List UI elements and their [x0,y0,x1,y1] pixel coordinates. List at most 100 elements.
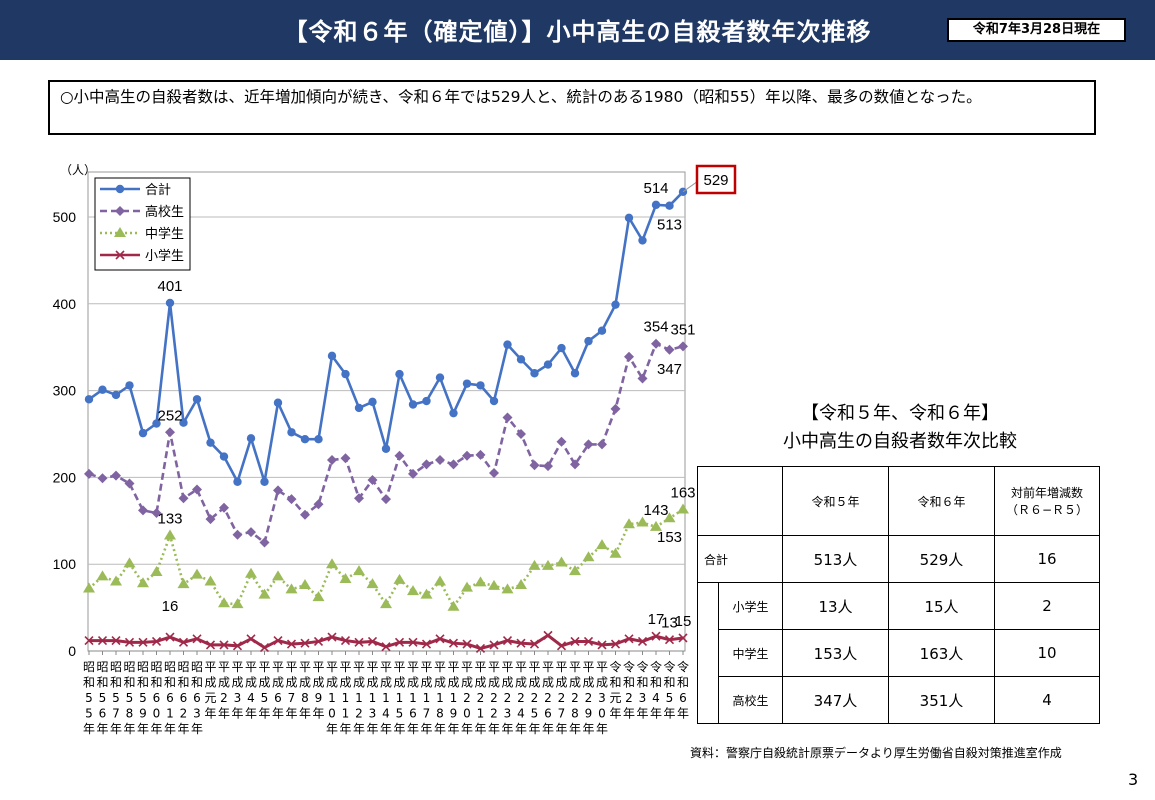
x-tick-label: 平成 2 2 年 [488,660,500,736]
data-point-circle [138,428,148,438]
data-point-x [138,637,148,647]
data-point-triangle [380,598,392,609]
data-point-circle [557,343,566,353]
data-point-x [340,636,351,646]
data-point-diamond [435,455,445,466]
data-label: 401 [157,278,182,295]
x-tick-label: 令和 4 年 [650,659,662,721]
data-point-diamond [543,461,553,472]
table-title-line1: 【令和５年、令和６年】 [801,403,999,424]
data-point-x [664,635,675,645]
data-point-x [165,632,175,642]
data-point-triangle [96,570,109,581]
cell-r5: 513人 [782,535,889,583]
x-tick-label: 平成 1 5 年 [393,660,405,736]
table-row: 中学生 153人 163人 10 [698,629,1100,677]
data-point-circle [125,381,134,390]
data-point-triangle [326,558,338,569]
data-point-circle [624,213,634,223]
data-point-circle [503,340,512,349]
data-point-diamond [327,455,337,466]
data-point-triangle [650,520,662,531]
data-point-x [246,634,256,644]
data-point-triangle [285,583,298,594]
x-tick-label: 平成 6 年 [272,660,284,721]
data-point-x [597,640,607,650]
header-r6: 令和６年 [888,466,995,536]
data-point-diamond [664,344,675,355]
data-point-triangle [150,566,163,577]
data-point-diamond [232,529,243,540]
x-tick-label: 平成 2 8 年 [569,660,581,736]
data-label: 351 [670,321,695,338]
data-label: 17 [648,611,665,628]
data-point-circle [111,390,121,400]
data-label: 16 [162,598,179,615]
data-label: 143 [643,502,668,519]
data-point-x [543,630,553,640]
data-point-triangle [609,547,622,558]
row-label: 中学生 [718,629,783,677]
y-tick-label: 500 [53,209,77,225]
comparison-table: 令和５年 令和６年 対前年増減数 （Ｒ６−Ｒ５） 合計 513人 529人 16 … [697,466,1100,724]
cell-r6: 351人 [888,676,995,724]
data-point-x [192,634,202,644]
data-point-x [367,636,378,647]
data-point-x [556,641,567,651]
data-point-triangle [299,579,311,590]
data-point-x [273,636,283,646]
x-tick-label: 平成 9 年 [312,660,324,721]
data-point-diamond [151,507,162,518]
data-point-x [637,636,648,647]
data-point-triangle [83,582,95,593]
data-point-triangle [177,578,190,589]
data-point-triangle [663,512,676,523]
data-label: 514 [643,180,668,197]
data-point-x [570,636,580,647]
data-point-x [259,642,270,653]
x-tick-label: 昭和 6 1 年 [164,660,176,736]
data-point-x [219,640,229,650]
cell-diff: 16 [994,535,1100,583]
data-point-diamond [286,494,297,505]
data-point-circle [246,434,256,443]
data-point-triangle [420,588,433,599]
data-point-triangle [596,539,608,550]
data-point-triangle [474,576,487,587]
x-tick-label: 令和 6 年 [677,659,689,721]
x-tick-label: 平成 3 0 年 [596,660,608,736]
data-point-diamond [637,373,648,384]
data-point-diamond [340,453,351,464]
x-tick-label: 平成 1 3 年 [366,660,378,736]
x-tick-label: 令和 2 年 [623,659,635,721]
data-point-diamond [205,514,216,525]
x-tick-label: 令和 3 年 [636,659,648,721]
data-label: 354 [643,319,668,336]
data-point-circle [273,398,283,407]
data-point-triangle [569,565,581,576]
y-axis-unit: （人） [60,163,96,177]
data-point-triangle [123,557,136,568]
annotation-box [695,164,737,195]
data-point-diamond [394,450,405,461]
x-tick-label: 平成 1 2 年 [353,660,365,736]
data-point-diamond [219,502,229,513]
legend-label: 合計 [145,182,171,198]
data-point-x [286,639,297,649]
x-tick-label: 昭和 5 8 年 [123,660,135,736]
data-point-circle [638,236,647,245]
header-diff: 対前年増減数 （Ｒ６−Ｒ５） [994,466,1100,536]
cell-diff: 2 [994,582,1100,630]
data-point-diamond [678,341,688,352]
x-tick-label: 平成 5 年 [258,660,270,721]
data-point-circle [678,187,688,197]
cell-r6: 163人 [888,629,995,677]
data-point-diamond [597,439,607,450]
data-point-circle [435,373,445,382]
data-point-diamond [259,537,270,548]
cell-r6: 15人 [888,582,995,630]
x-tick-label: 昭和 6 0 年 [150,660,162,736]
data-point-diamond [408,468,418,479]
